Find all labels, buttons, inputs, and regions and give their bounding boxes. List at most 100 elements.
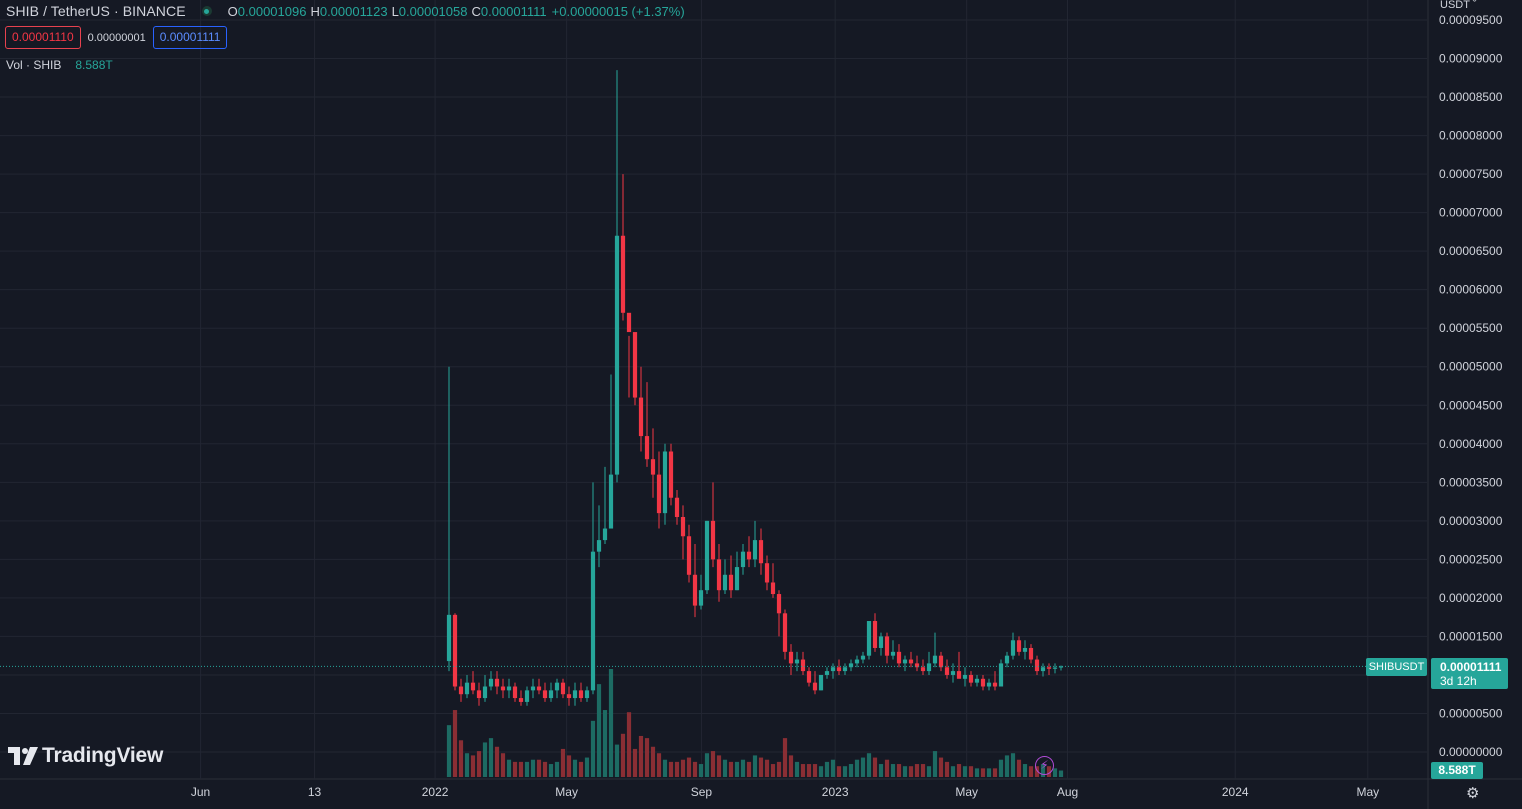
volume-bar — [458, 740, 464, 777]
volume-bar — [860, 757, 866, 777]
volume-bar — [518, 761, 524, 777]
volume-bar — [770, 764, 776, 777]
candle-body — [878, 636, 884, 648]
high-value: 0.00001123 — [319, 3, 388, 19]
volume-bar — [602, 710, 608, 777]
volume-bar — [536, 759, 542, 777]
volume-bar — [956, 764, 962, 777]
volume-bar — [524, 761, 530, 777]
tradingview-logo[interactable]: TradingView — [8, 744, 163, 768]
candle-body — [602, 528, 608, 541]
candle-body — [1016, 640, 1022, 652]
close-key: C — [471, 3, 481, 19]
y-tick-label: 0.00003000 — [1439, 514, 1503, 528]
candle-body — [596, 540, 602, 552]
volume-bar — [734, 761, 740, 777]
volume-bar — [560, 748, 566, 777]
candle-body — [1034, 659, 1040, 672]
volume-bar — [626, 712, 632, 777]
volume-bar — [884, 759, 890, 777]
candle-body — [698, 590, 704, 606]
candle-body — [656, 474, 662, 514]
candle-body — [872, 621, 878, 648]
candle-body — [818, 674, 824, 691]
volume-bar — [452, 710, 458, 777]
candle-body — [530, 686, 536, 691]
volume-bar — [494, 746, 500, 777]
x-tick-label: 2023 — [822, 785, 849, 799]
volume-bar — [686, 757, 692, 777]
time-axis[interactable]: Jun 13 2022 May Sep 2023 May Aug 2024 May — [191, 785, 1379, 799]
currency-dropdown[interactable]: USDT ˇ — [1440, 0, 1477, 11]
candle-body — [728, 574, 734, 591]
volume-bar — [488, 738, 494, 777]
candle-body — [884, 636, 890, 656]
y-tick-label: 0.00004500 — [1439, 398, 1503, 412]
candle-body — [584, 690, 590, 699]
volume-bar — [842, 766, 848, 777]
price-axis[interactable]: 0.000000000.000005000.000010000.00001500… — [1439, 13, 1503, 759]
volume-bar — [530, 759, 536, 777]
volume-bar — [722, 759, 728, 777]
volume-bar — [992, 768, 998, 777]
y-tick-label: 0.00008500 — [1439, 90, 1503, 104]
y-tick-label: 0.00002500 — [1439, 552, 1503, 566]
volume-bar — [1028, 766, 1034, 777]
x-tick-label: 2022 — [422, 785, 449, 799]
symbol-price-label: SHIBUSDT — [1366, 658, 1427, 676]
volume-bar — [782, 738, 788, 777]
volume-bar — [464, 753, 470, 777]
volume-bar — [854, 759, 860, 777]
candle-body — [968, 674, 974, 683]
volume-bar — [746, 761, 752, 777]
candle-body — [764, 563, 770, 583]
candle-body — [518, 698, 524, 702]
volume-bar — [704, 753, 710, 777]
candle-body — [962, 674, 968, 679]
volume-bar — [620, 733, 626, 777]
candle-body — [632, 332, 638, 398]
volume-bar — [668, 761, 674, 777]
volume-bar — [554, 761, 560, 777]
candle-body — [806, 671, 812, 683]
lightning-icon[interactable]: ⚡ — [1035, 756, 1054, 775]
volume-bar — [512, 761, 518, 777]
candle-body — [482, 686, 488, 699]
candle-body — [1028, 647, 1034, 660]
candle-body — [536, 686, 542, 691]
y-tick-label: 0.00005500 — [1439, 321, 1503, 335]
candle-body — [650, 459, 656, 475]
bid-ask-panel: 0.00001110 0.00000001 0.00001111 — [5, 26, 228, 49]
candle-body — [680, 516, 686, 537]
symbol-title[interactable]: SHIB / TetherUS · BINANCE — [6, 3, 186, 19]
volume-bar — [1016, 759, 1022, 777]
gear-icon[interactable]: ⚙ — [1466, 785, 1480, 802]
volume-histogram — [446, 669, 1064, 777]
y-tick-label: 0.00001500 — [1439, 629, 1503, 643]
candle-body — [506, 686, 512, 691]
candle-body — [692, 574, 698, 606]
volume-bar — [446, 725, 452, 777]
volume-bar — [902, 766, 908, 777]
volume-bar — [506, 759, 512, 777]
volume-bar — [1022, 764, 1028, 777]
volume-bar — [986, 768, 992, 777]
candle-body — [488, 678, 494, 687]
volume-legend: Vol · SHIB 8.588T — [6, 58, 113, 72]
high-key: H — [310, 3, 320, 19]
buy-price-button[interactable]: 0.00001111 — [152, 26, 228, 49]
y-tick-label: 0.00004000 — [1439, 437, 1503, 451]
candle-body — [992, 682, 998, 687]
candle-body — [752, 540, 758, 560]
volume-bar — [476, 751, 482, 777]
volume-label[interactable]: Vol · SHIB — [6, 58, 62, 72]
candle-body — [500, 686, 506, 691]
sell-price-button[interactable]: 0.00001110 — [5, 26, 81, 49]
volume-bar — [944, 761, 950, 777]
candle-body — [626, 312, 632, 333]
volume-bar — [824, 761, 830, 777]
volume-bar — [872, 757, 878, 777]
candle-body — [938, 655, 944, 668]
